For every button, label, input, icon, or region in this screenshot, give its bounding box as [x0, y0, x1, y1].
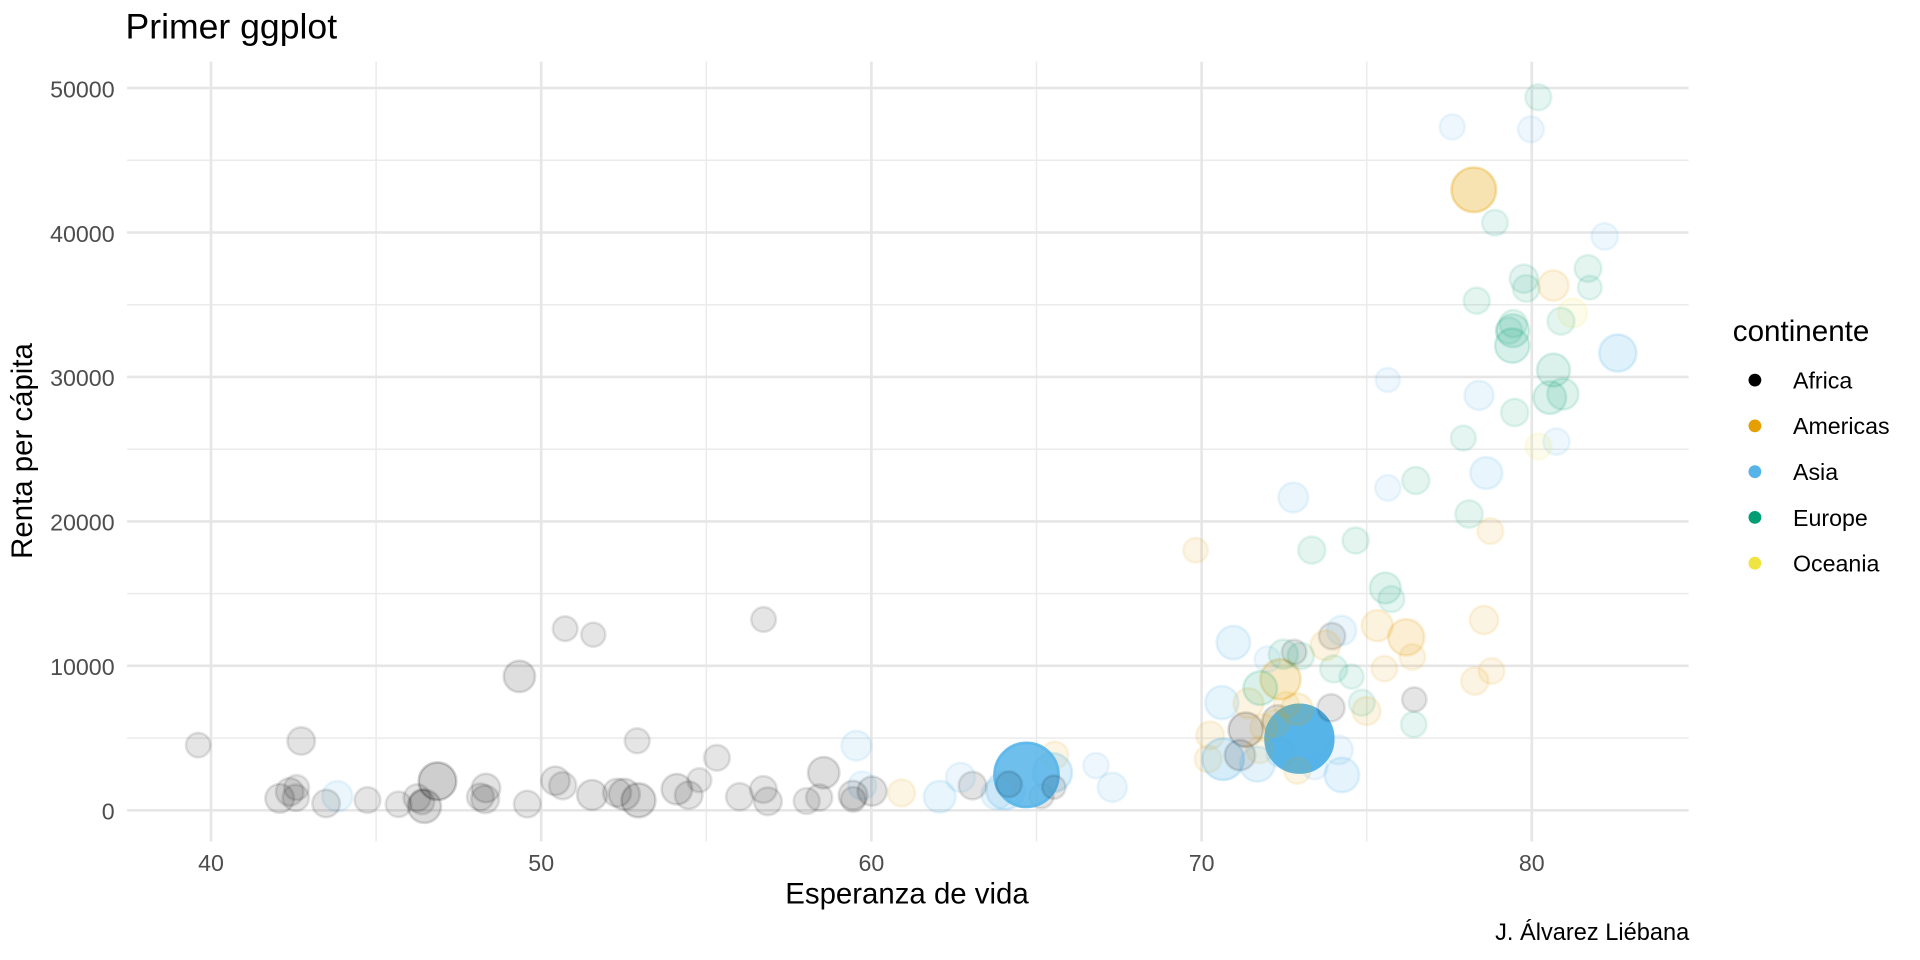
- svg-text:Esperanza de vida: Esperanza de vida: [785, 878, 1029, 911]
- svg-text:Americas: Americas: [1793, 413, 1890, 439]
- svg-text:J. Álvarez Liébana: J. Álvarez Liébana: [1495, 919, 1690, 946]
- svg-text:Asia: Asia: [1793, 459, 1838, 485]
- svg-text:70: 70: [1189, 850, 1215, 876]
- svg-text:Primer ggplot: Primer ggplot: [126, 7, 338, 47]
- svg-text:Renta per cápita: Renta per cápita: [6, 343, 39, 559]
- svg-text:60: 60: [859, 850, 885, 876]
- svg-text:50: 50: [528, 850, 554, 876]
- svg-text:continente: continente: [1733, 315, 1870, 348]
- svg-text:40: 40: [198, 850, 224, 876]
- svg-text:50000: 50000: [50, 76, 114, 102]
- svg-text:40000: 40000: [50, 221, 114, 247]
- svg-text:Africa: Africa: [1793, 368, 1852, 394]
- svg-text:30000: 30000: [50, 365, 114, 391]
- svg-text:Oceania: Oceania: [1793, 551, 1879, 577]
- svg-text:0: 0: [102, 799, 115, 825]
- svg-text:Europe: Europe: [1793, 505, 1868, 531]
- svg-text:80: 80: [1519, 850, 1545, 876]
- svg-text:10000: 10000: [50, 654, 114, 680]
- svg-text:20000: 20000: [50, 510, 114, 536]
